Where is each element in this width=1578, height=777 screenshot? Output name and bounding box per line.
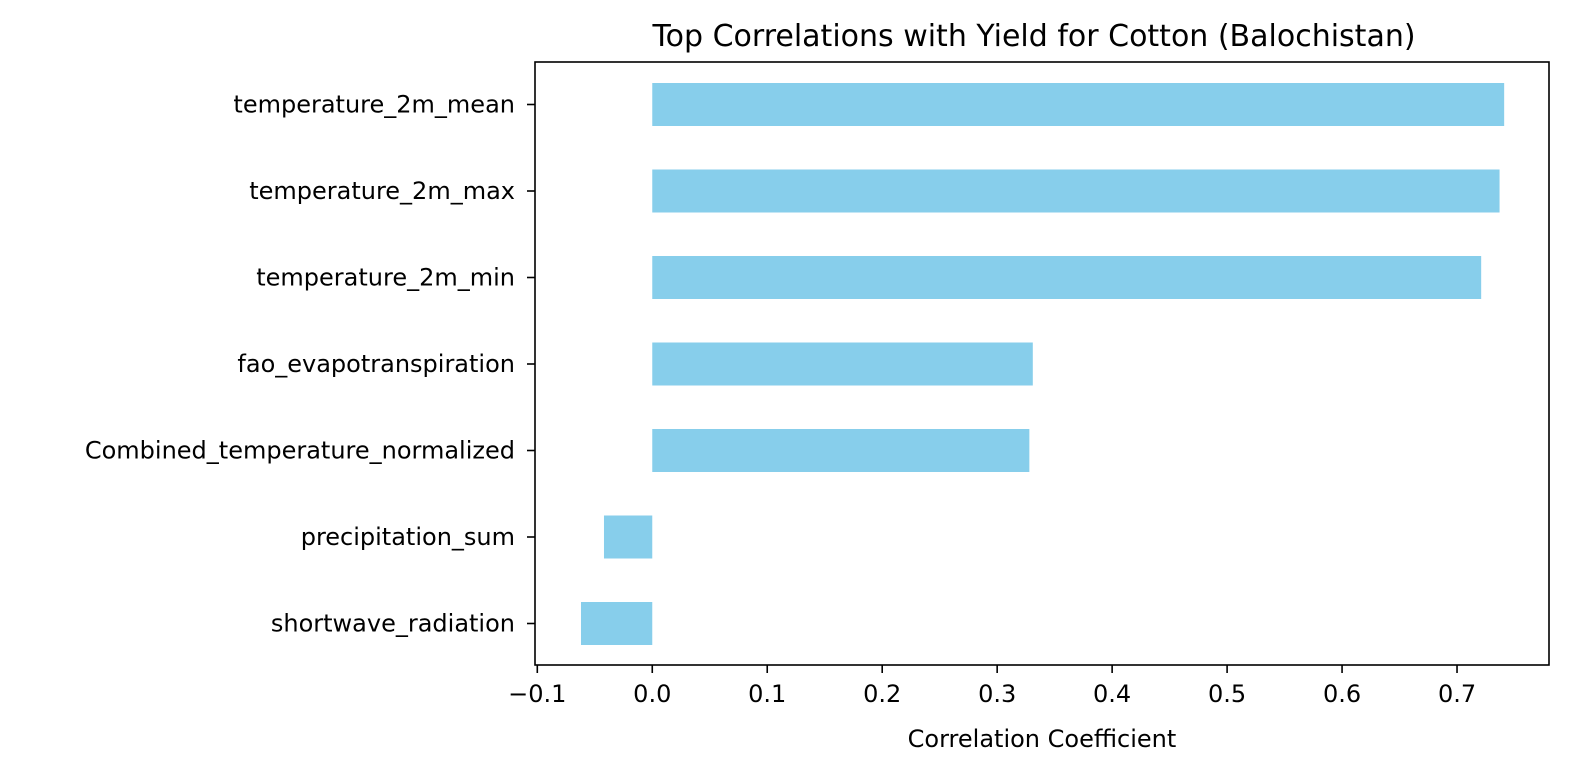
bars-layer: [580, 83, 1505, 645]
x-tick-label: 0.5: [1208, 680, 1246, 708]
category-labels: temperature_2m_mean temperature_2m_maxtem…: [85, 91, 535, 638]
x-tick-label: 0.2: [863, 680, 901, 708]
x-tick-label: 0.0: [633, 680, 671, 708]
bar-precipitation_sum: [603, 515, 653, 559]
x-tick-label: 0.1: [748, 680, 786, 708]
x-tick-label: 0.6: [1323, 680, 1361, 708]
bar-temperature_2m_mean: [652, 83, 1505, 126]
x-tick-label: 0.7: [1438, 680, 1476, 708]
category-label: temperature_2m_min: [256, 264, 515, 292]
x-axis-ticks: −0.1 0.0 0.1 0.2 0.3 0.4 0.5 0.6 0.7: [508, 665, 1476, 708]
x-tick-label: 0.4: [1093, 680, 1131, 708]
x-tick-label: −0.1: [508, 680, 566, 708]
x-axis-label: Correlation Coefficient: [908, 725, 1177, 753]
category-label: Combined_temperature_normalized: [85, 437, 515, 465]
bar-temperature_2m_max: [652, 169, 1500, 213]
plot-frame: [534, 61, 1550, 666]
bar-fao_evapotranspiration: [652, 342, 1033, 386]
category-label: fao_evapotranspiration: [237, 350, 515, 378]
bar-temperature_2m_min: [652, 256, 1482, 299]
category-label: shortwave_radiation: [271, 610, 515, 638]
chart-title: Top Correlations with Yield for Cotton (…: [651, 19, 1415, 54]
bar-shortwave_radiation: [580, 602, 653, 645]
category-label: temperature_2m_mean: [233, 91, 515, 119]
category-label: precipitation_sum: [301, 523, 515, 551]
bar-Combined_temperature_normalized: [652, 429, 1030, 472]
x-tick-label: 0.3: [978, 680, 1016, 708]
category-label: temperature_2m_max: [249, 177, 515, 205]
